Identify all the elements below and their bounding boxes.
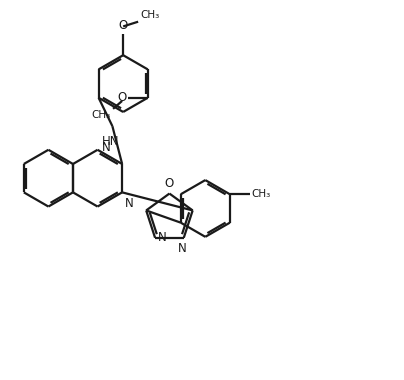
Text: N: N [177, 242, 186, 255]
Text: O: O [165, 177, 174, 190]
Text: CH₃: CH₃ [251, 189, 270, 199]
Text: O: O [117, 91, 126, 104]
Text: N: N [158, 231, 167, 244]
Text: HN: HN [102, 135, 119, 148]
Text: CH₃: CH₃ [92, 110, 111, 120]
Text: CH₃: CH₃ [140, 10, 159, 20]
Text: N: N [101, 141, 110, 154]
Text: O: O [118, 19, 128, 32]
Text: N: N [125, 197, 134, 210]
